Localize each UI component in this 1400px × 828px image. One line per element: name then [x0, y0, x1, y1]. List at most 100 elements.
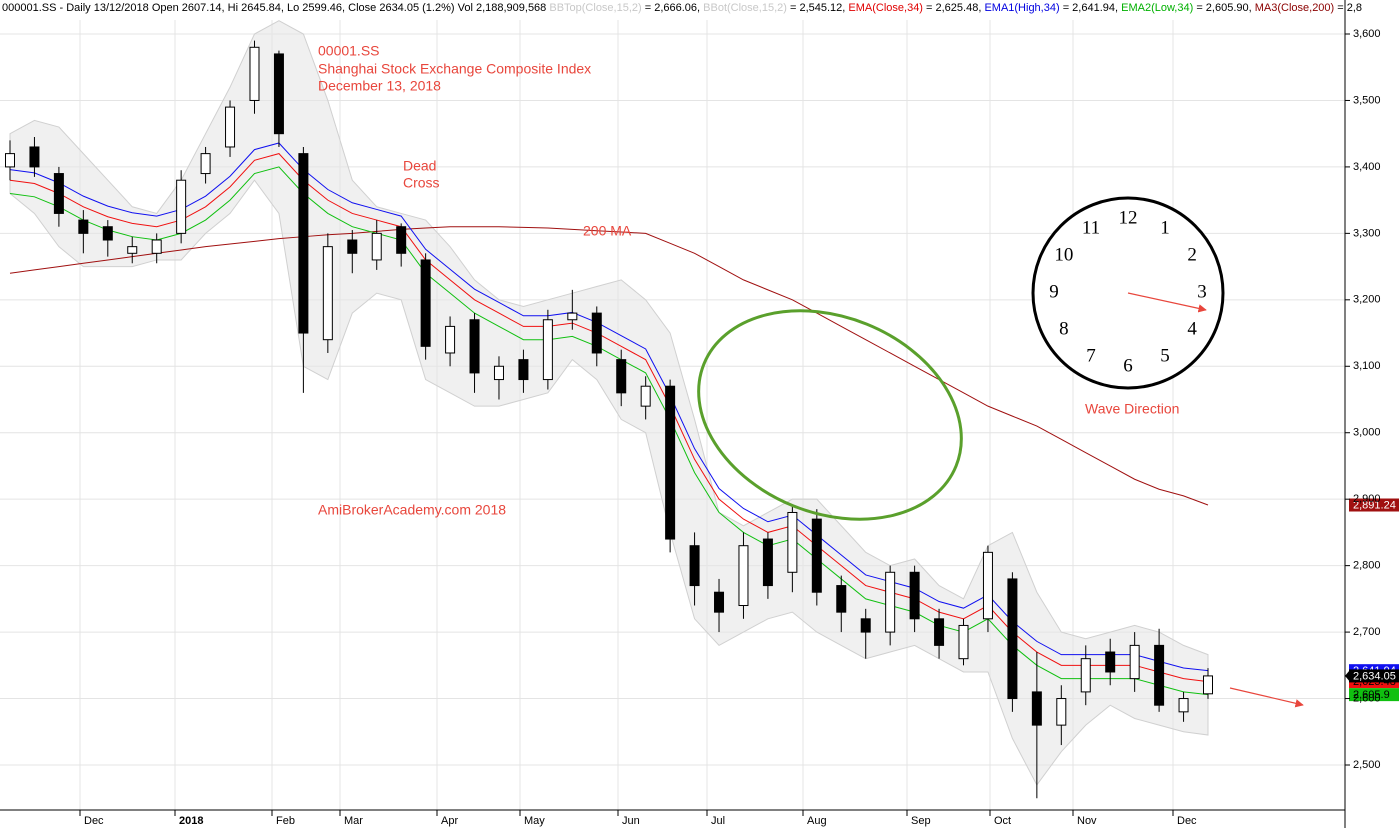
candle-body	[225, 106, 236, 148]
header-part: BBot(Close,15,2)	[703, 2, 787, 14]
header-part: 000001.SS - Daily 13/12/2018 Open 2607.1…	[2, 2, 549, 14]
candle-body	[1031, 691, 1042, 726]
clock-number: 11	[1082, 217, 1100, 238]
candle-body	[53, 173, 64, 214]
candle-body	[78, 219, 89, 234]
candle-body	[860, 618, 871, 633]
candle-body	[1203, 675, 1213, 695]
candle-body	[1080, 658, 1091, 693]
candle-body	[249, 46, 260, 101]
marks	[5, 20, 1213, 799]
direction-arrow	[1229, 687, 1304, 708]
annotation: Wave Direction	[1085, 401, 1179, 417]
clock-number: 4	[1187, 318, 1197, 339]
candle-body	[322, 246, 333, 341]
x-tick-label: 2018	[179, 815, 203, 827]
header-part: = 2,545.12,	[787, 2, 848, 14]
y-tick-label: 3,400	[1353, 161, 1381, 173]
close-pointer	[1345, 669, 1350, 682]
candle-body	[518, 359, 529, 381]
annotation: AmiBrokerAcademy.com 2018	[318, 502, 506, 518]
price-tag	[1349, 669, 1399, 683]
annotation: Dead	[403, 158, 436, 174]
clock-number: 3	[1197, 281, 1207, 302]
candle-body	[1105, 651, 1116, 673]
x-tick-label: Aug	[807, 815, 827, 827]
candle-body	[982, 551, 993, 620]
header-part: EMA1(High,34)	[984, 2, 1059, 14]
header-part: = 2,625.48,	[923, 2, 984, 14]
price-tag	[1349, 498, 1399, 512]
clock-number: 8	[1059, 318, 1069, 339]
price-tag-label: 2,605.9	[1353, 689, 1390, 701]
candle-body	[445, 325, 456, 354]
candle-body	[1129, 644, 1140, 680]
header-part: MA3(Close,200)	[1255, 2, 1334, 14]
x-tick-label: Mar	[344, 815, 363, 827]
y-tick-label: 3,000	[1353, 427, 1381, 439]
y-tick-label: 2,800	[1353, 560, 1381, 572]
header-part: = 2,605.90,	[1193, 2, 1254, 14]
y-tick-label: 3,500	[1353, 94, 1381, 106]
y-tick-label: 2,500	[1353, 759, 1381, 771]
candle-body	[1154, 644, 1165, 706]
candle-body	[762, 538, 773, 587]
candle-body	[273, 53, 284, 135]
candle-body	[836, 585, 847, 613]
candle-body	[127, 246, 138, 254]
candle-body	[567, 312, 578, 321]
clock-hand	[1127, 292, 1207, 313]
header-part: EMA(Close,34)	[848, 2, 923, 14]
candle-body	[469, 319, 480, 374]
header-part: = 2,641.94,	[1060, 2, 1121, 14]
candle-body	[1178, 698, 1189, 713]
candle-body	[347, 239, 358, 254]
candle-body	[493, 365, 504, 381]
price-tag	[1349, 688, 1399, 702]
candle-body	[371, 232, 382, 261]
x-tick-label: Feb	[276, 815, 295, 827]
x-tick-label: Dec	[84, 815, 104, 827]
header-part: = 2,666.06,	[642, 2, 703, 14]
candle-body	[616, 359, 627, 394]
y-tick-label: 3,200	[1353, 294, 1381, 306]
candle-body	[200, 153, 211, 175]
x-tick-label: May	[524, 815, 545, 827]
candle-body	[689, 545, 700, 587]
x-tick-label: Jul	[711, 815, 725, 827]
clock-number: 6	[1123, 355, 1133, 376]
candle-body	[420, 259, 431, 347]
x-tick-label: Nov	[1077, 815, 1097, 827]
candle-body	[298, 153, 309, 334]
price-tag-label: 2,634.05	[1353, 670, 1396, 682]
header-part: = 2,8	[1334, 2, 1362, 14]
x-tick-label: Dec	[1177, 815, 1197, 827]
price-tags: 2,891.242,641.942,625.482,605.92,634.05	[1345, 498, 1399, 702]
y-tick-label: 2,900	[1353, 493, 1381, 505]
y-tick-label: 2,600	[1353, 692, 1381, 704]
candle-body	[542, 319, 553, 381]
candle-body	[665, 385, 676, 540]
candle-body	[640, 385, 651, 407]
bollinger-band	[9, 20, 1209, 786]
candle-body	[958, 624, 969, 660]
candle-body	[811, 518, 822, 593]
highlight-ellipse	[697, 309, 963, 521]
header-part: EMA2(Low,34)	[1121, 2, 1193, 14]
candle-body	[1056, 698, 1067, 726]
y-tick-label: 3,100	[1353, 360, 1381, 372]
candle-body	[934, 618, 945, 646]
x-tick-label: Sep	[911, 815, 931, 827]
candle-body	[787, 511, 798, 573]
price-tag-label: 2,891.24	[1353, 499, 1396, 511]
candle-body	[591, 312, 602, 354]
annotation: December 13, 2018	[318, 78, 441, 94]
x-tick-label: Apr	[441, 815, 458, 827]
annotation: Shanghai Stock Exchange Composite Index	[318, 61, 591, 77]
clock-number: 2	[1187, 244, 1197, 265]
candle-body	[909, 571, 920, 620]
candle-body	[5, 153, 15, 168]
candle-body	[714, 591, 725, 613]
